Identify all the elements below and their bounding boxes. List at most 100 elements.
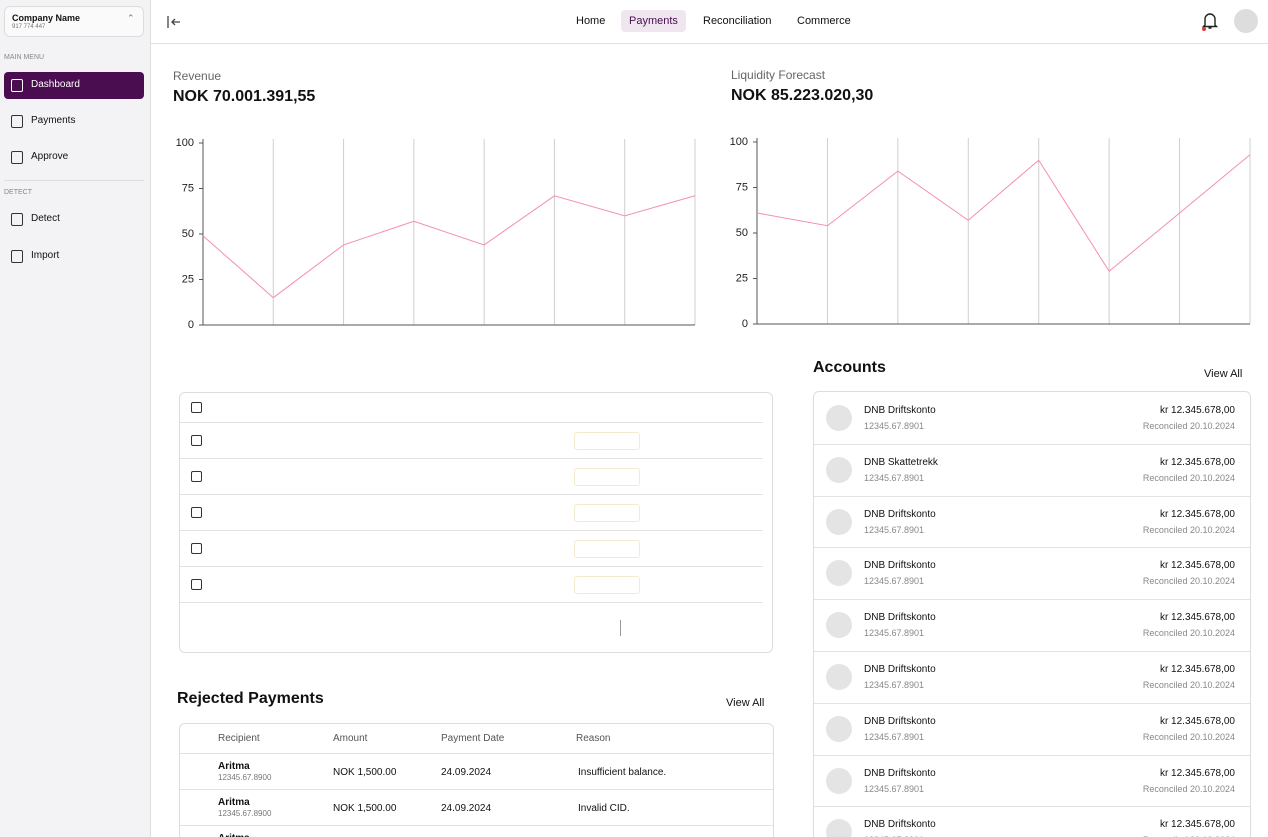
section-title: Accounts bbox=[813, 359, 886, 376]
y-tick-label: 100 bbox=[176, 137, 194, 149]
account-status: Reconciled 20.10.2024 bbox=[1142, 628, 1235, 639]
amount: NOK 1,500.00 bbox=[333, 767, 397, 778]
chart-subtitle: NOK 85.223.020,30 bbox=[731, 87, 874, 104]
checkbox[interactable] bbox=[191, 471, 202, 482]
bank-icon bbox=[826, 456, 852, 483]
account-number: 12345.67.8901 bbox=[864, 680, 925, 690]
account-status: Reconciled 20.10.2024 bbox=[1142, 524, 1235, 535]
notification-bell[interactable] bbox=[1201, 11, 1219, 31]
account-balance: kr 12.345.678,00 bbox=[1159, 456, 1235, 468]
reason: Invalid CID. bbox=[578, 803, 630, 814]
amount: NOK 1,500.00 bbox=[333, 803, 397, 814]
menu-item[interactable]: Import bbox=[31, 250, 60, 261]
reason: Insufficient balance. bbox=[578, 767, 667, 778]
account-balance: kr 12.345.678,00 bbox=[1159, 612, 1235, 624]
row-divider bbox=[814, 806, 1250, 808]
payment-date: 24.09.2024 bbox=[441, 803, 492, 814]
account-name[interactable]: DNB Driftskonto bbox=[864, 715, 936, 727]
account-balance: kr 12.345.678,00 bbox=[1159, 819, 1235, 831]
recipient-name: Aritma bbox=[218, 797, 250, 808]
status-chip bbox=[574, 432, 640, 450]
company-name: Company Name bbox=[12, 13, 81, 23]
row-divider bbox=[180, 494, 763, 495]
checkbox[interactable] bbox=[191, 543, 202, 554]
bank-icon bbox=[826, 664, 852, 690]
status-chip bbox=[574, 576, 640, 594]
row-divider bbox=[814, 651, 1250, 652]
checkbox[interactable] bbox=[191, 435, 202, 446]
line-chart: 0 25 50 75 100 bbox=[176, 137, 696, 331]
menu-item[interactable]: Payments bbox=[31, 115, 76, 126]
section-label: DETECT bbox=[4, 189, 32, 196]
status-chip bbox=[574, 504, 640, 522]
account-balance: kr 12.345.678,00 bbox=[1159, 767, 1235, 779]
account-number: 12345.67.8901 bbox=[864, 731, 925, 742]
account-status: Reconciled 20.10.2024 bbox=[1142, 472, 1235, 483]
account-number: 12345.67.8901 bbox=[864, 835, 924, 837]
account-status: Reconciled 20.10.2024 bbox=[1142, 421, 1235, 431]
column-header[interactable]: Payment Date bbox=[441, 733, 505, 744]
account-name[interactable]: DNB Driftskonto bbox=[864, 560, 936, 572]
checkbox[interactable] bbox=[191, 507, 202, 518]
status-chip bbox=[574, 540, 640, 558]
topbar-border bbox=[151, 43, 1268, 44]
menu-item[interactable]: Dashboard bbox=[31, 79, 80, 90]
y-tick-label: 100 bbox=[730, 136, 748, 148]
bank-icon bbox=[826, 767, 852, 794]
nav-item[interactable]: Reconciliation bbox=[703, 15, 772, 27]
line-series bbox=[202, 195, 696, 299]
section-title: Rejected Payments bbox=[177, 690, 324, 707]
row-divider bbox=[814, 702, 1250, 704]
account-number: 12345.67.8901 bbox=[864, 524, 925, 535]
view-all[interactable]: View All bbox=[1204, 368, 1243, 380]
menu-icon bbox=[11, 213, 23, 226]
account-balance: kr 12.345.678,00 bbox=[1159, 664, 1235, 675]
account-name[interactable]: DNB Skattetrekk bbox=[864, 456, 938, 468]
account-name[interactable]: DNB Driftskonto bbox=[864, 612, 936, 624]
account-number: 12345.67.8901 bbox=[864, 472, 925, 483]
account-balance: kr 12.345.678,00 bbox=[1159, 405, 1235, 416]
account-status: Reconciled 20.10.2024 bbox=[1142, 680, 1235, 690]
account-number: 12345.67.8901 bbox=[864, 421, 925, 431]
nav-item[interactable]: Home bbox=[576, 15, 606, 27]
account-name[interactable]: DNB Driftskonto bbox=[864, 819, 936, 831]
row-divider bbox=[814, 547, 1250, 549]
account-name[interactable]: DNB Driftskonto bbox=[864, 405, 936, 416]
column-header[interactable]: Amount bbox=[333, 733, 368, 744]
avatar[interactable] bbox=[1234, 9, 1258, 33]
row-divider bbox=[180, 458, 763, 459]
y-tick-label: 0 bbox=[188, 319, 194, 331]
menu-icon bbox=[11, 151, 23, 164]
nav-item[interactable]: Commerce bbox=[797, 15, 851, 27]
company-switcher[interactable]: Company Name 917 774 447 ⌃ bbox=[4, 6, 144, 37]
row-divider bbox=[814, 443, 1250, 445]
column-header[interactable]: Recipient bbox=[218, 733, 260, 744]
menu-item[interactable]: Detect bbox=[31, 213, 60, 224]
line-series bbox=[756, 154, 1251, 272]
y-tick-label: 50 bbox=[182, 228, 194, 240]
column-header[interactable]: Reason bbox=[576, 733, 611, 744]
account-number: 12345.67.8901 bbox=[864, 783, 925, 794]
checkbox[interactable] bbox=[191, 579, 202, 590]
bank-icon bbox=[826, 612, 852, 639]
account-balance: kr 12.345.678,00 bbox=[1159, 715, 1235, 727]
chevron: ⌃ bbox=[127, 13, 135, 23]
account-name[interactable]: DNB Driftskonto bbox=[864, 508, 936, 520]
account-status: Reconciled 20.10.2024 bbox=[1142, 731, 1235, 742]
menu-item[interactable]: Approve bbox=[31, 151, 69, 162]
account-name[interactable]: DNB Driftskonto bbox=[864, 767, 936, 779]
row-divider bbox=[180, 825, 773, 826]
row-divider bbox=[180, 789, 773, 790]
recipient-name: Aritma bbox=[218, 833, 250, 837]
account-balance: kr 12.345.678,00 bbox=[1159, 560, 1235, 572]
menu-icon bbox=[11, 250, 23, 263]
nav-item[interactable]: Payments bbox=[629, 15, 678, 27]
checkbox[interactable] bbox=[191, 402, 202, 413]
view-all[interactable]: View All bbox=[726, 697, 765, 709]
chart-title: Liquidity Forecast bbox=[731, 68, 826, 82]
row-divider bbox=[180, 422, 763, 423]
collapse-icon[interactable] bbox=[167, 15, 181, 29]
account-name[interactable]: DNB Driftskonto bbox=[864, 664, 936, 675]
company-id: 917 774 447 bbox=[12, 24, 46, 30]
